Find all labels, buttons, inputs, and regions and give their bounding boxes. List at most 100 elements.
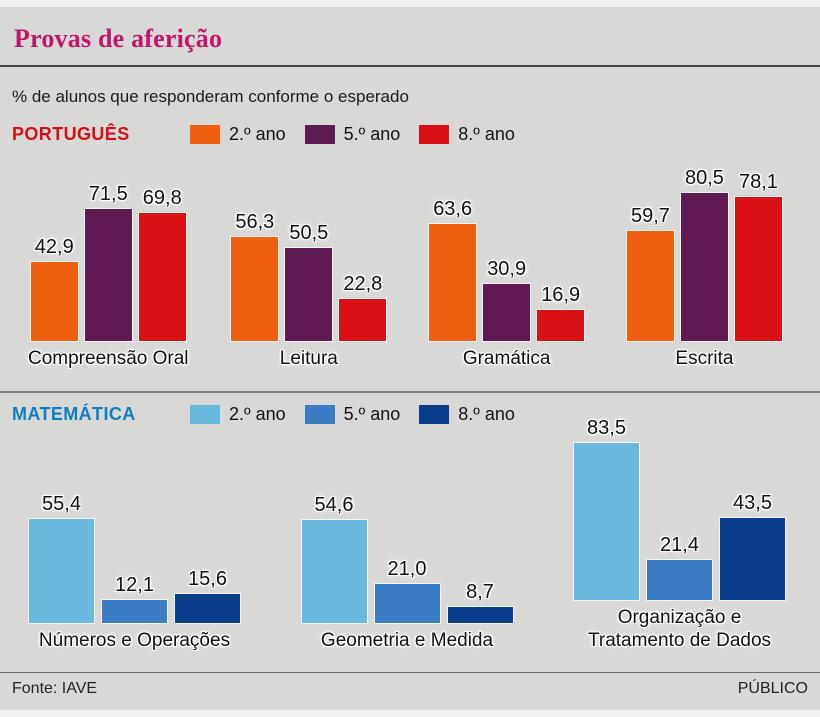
chart-subtitle: % de alunos que responderam conforme o e…	[12, 87, 409, 106]
source-credit: Fonte: IAVE	[12, 680, 98, 698]
bar-column: 43,5	[720, 492, 785, 600]
legend-swatch-icon	[304, 405, 335, 425]
bar-group: 55,4 12,1 15,6 Números e Operações	[29, 466, 240, 653]
bar	[680, 193, 728, 341]
bar-group: 54,6 21,0 8,7 Geometria e Medida	[301, 466, 513, 653]
bar-value-label: 21,4	[660, 533, 699, 556]
bar-value-label: 15,6	[188, 567, 227, 590]
legend-swatch-icon	[190, 405, 220, 425]
bar-value-label: 55,4	[42, 492, 81, 515]
bar-column: 54,6	[301, 494, 367, 623]
bar-cluster: 54,6 21,0 8,7	[301, 466, 513, 623]
bar-group: 83,5 21,4 43,5 Organização e Tratamento de …	[574, 417, 785, 653]
portugues-chart: 42,9 71,5 69,8 Compreensão Oral 56,3 50,5 22,8…	[0, 167, 820, 371]
bar-column: 21,4	[647, 534, 712, 600]
bar	[30, 262, 78, 341]
bar-value-label: 8,7	[466, 580, 494, 603]
top-margin-strip	[0, 0, 820, 7]
bar-value-label: 83,5	[587, 416, 626, 439]
bar-cluster: 63,6 30,9 16,9	[429, 193, 585, 341]
bar	[138, 213, 186, 341]
bar-cluster: 56,3 50,5 22,8	[231, 193, 387, 341]
footer-divider	[0, 672, 820, 674]
category-label: Compreensão Oral	[28, 348, 189, 369]
bar-group: 63,6 30,9 16,9 Gramática	[429, 193, 585, 371]
matematica-chart: 55,4 12,1 15,6 Números e Operações 54,6 21,0 8…	[0, 417, 820, 653]
footer: Fonte: IAVE PÚBLICO	[0, 673, 820, 698]
bar	[537, 310, 585, 341]
legend-item-8ano: 8.º ano	[419, 404, 515, 425]
legend-swatch-icon	[419, 124, 450, 144]
bar	[231, 237, 279, 341]
bar	[574, 442, 639, 600]
bar-group: 59,7 80,5 78,1 Escrita	[626, 167, 782, 371]
bar-column: 16,9	[537, 284, 585, 341]
category-label: Organização e Tratamento de Dados	[587, 606, 772, 651]
bar-column: 78,1	[734, 171, 782, 341]
bar-value-label: 59,7	[631, 205, 670, 227]
legend-swatch-icon	[304, 124, 335, 144]
legend-item-5ano: 5.º ano	[304, 404, 400, 425]
bar	[374, 583, 440, 623]
bar-value-label: 78,1	[739, 171, 778, 193]
bar-column: 71,5	[84, 183, 132, 341]
bar-value-label: 63,6	[433, 198, 473, 220]
bottom-margin-strip	[0, 710, 820, 717]
section-divider	[0, 390, 820, 393]
bar	[626, 231, 674, 341]
bar-value-label: 43,5	[733, 491, 772, 514]
category-label: Leitura	[279, 348, 338, 369]
bar	[102, 599, 167, 623]
section-title-matematica: MATEMÁTICA	[12, 404, 136, 425]
bar-value-label: 50,5	[289, 222, 329, 244]
bar-value-label: 80,5	[685, 167, 724, 189]
chart-panel: Provas de aferição % de alunos que respo…	[0, 7, 820, 710]
legend-swatch-icon	[419, 405, 450, 425]
bar-group: 56,3 50,5 22,8 Leitura	[231, 193, 387, 371]
page-title: Provas de aferição	[14, 24, 223, 53]
bar-column: 21,0	[374, 557, 440, 623]
bar-value-label: 30,9	[487, 258, 527, 280]
portugues-legend: 2.º ano 5.º ano 8.º ano	[190, 124, 515, 145]
bar-column: 55,4	[29, 493, 94, 623]
legend-swatch-icon	[190, 124, 220, 144]
bar-value-label: 69,8	[142, 187, 182, 209]
bar	[647, 559, 712, 600]
bar-column: 83,5	[574, 417, 639, 600]
bar-group: 42,9 71,5 69,8 Compreensão Oral	[28, 183, 189, 371]
bar-value-label: 21,0	[387, 557, 427, 580]
bar	[285, 248, 333, 341]
bar-value-label: 12,1	[115, 573, 154, 596]
bar-column: 63,6	[429, 198, 477, 341]
bar-column: 80,5	[680, 167, 728, 341]
matematica-legend: 2.º ano 5.º ano 8.º ano	[190, 404, 515, 425]
bar-column: 50,5	[285, 222, 333, 341]
legend-item-2ano: 2.º ano	[190, 404, 286, 425]
bar-column: 42,9	[30, 236, 78, 341]
matematica-section-header: MATEMÁTICA 2.º ano 5.º ano 8.º ano	[12, 402, 820, 428]
bar-column: 69,8	[138, 187, 186, 341]
bar	[175, 593, 240, 623]
portugues-section-header: PORTUGUÊS 2.º ano 5.º ano 8.º ano	[12, 121, 820, 147]
section-title-portugues: PORTUGUÊS	[12, 123, 130, 144]
bar-cluster: 55,4 12,1 15,6	[29, 466, 240, 623]
bar	[339, 299, 387, 341]
masthead: Provas de aferição	[0, 7, 820, 67]
legend-item-5ano: 5.º ano	[304, 123, 401, 145]
brand-credit: PÚBLICO	[737, 680, 808, 698]
category-label: Escrita	[675, 348, 734, 369]
bar	[84, 209, 132, 341]
bar-column: 22,8	[339, 273, 387, 341]
bar	[301, 519, 367, 623]
bar	[483, 284, 531, 341]
category-label: Gramática	[462, 348, 551, 369]
category-label: Geometria e Medida	[320, 629, 494, 651]
bar	[429, 224, 477, 341]
bar-column: 59,7	[626, 205, 674, 341]
bar-cluster: 59,7 80,5 78,1	[626, 167, 782, 341]
bar-column: 12,1	[102, 574, 167, 623]
legend-label: 5.º ano	[343, 123, 401, 144]
legend-label: 8.º ano	[458, 123, 515, 144]
bar-value-label: 42,9	[34, 236, 74, 258]
